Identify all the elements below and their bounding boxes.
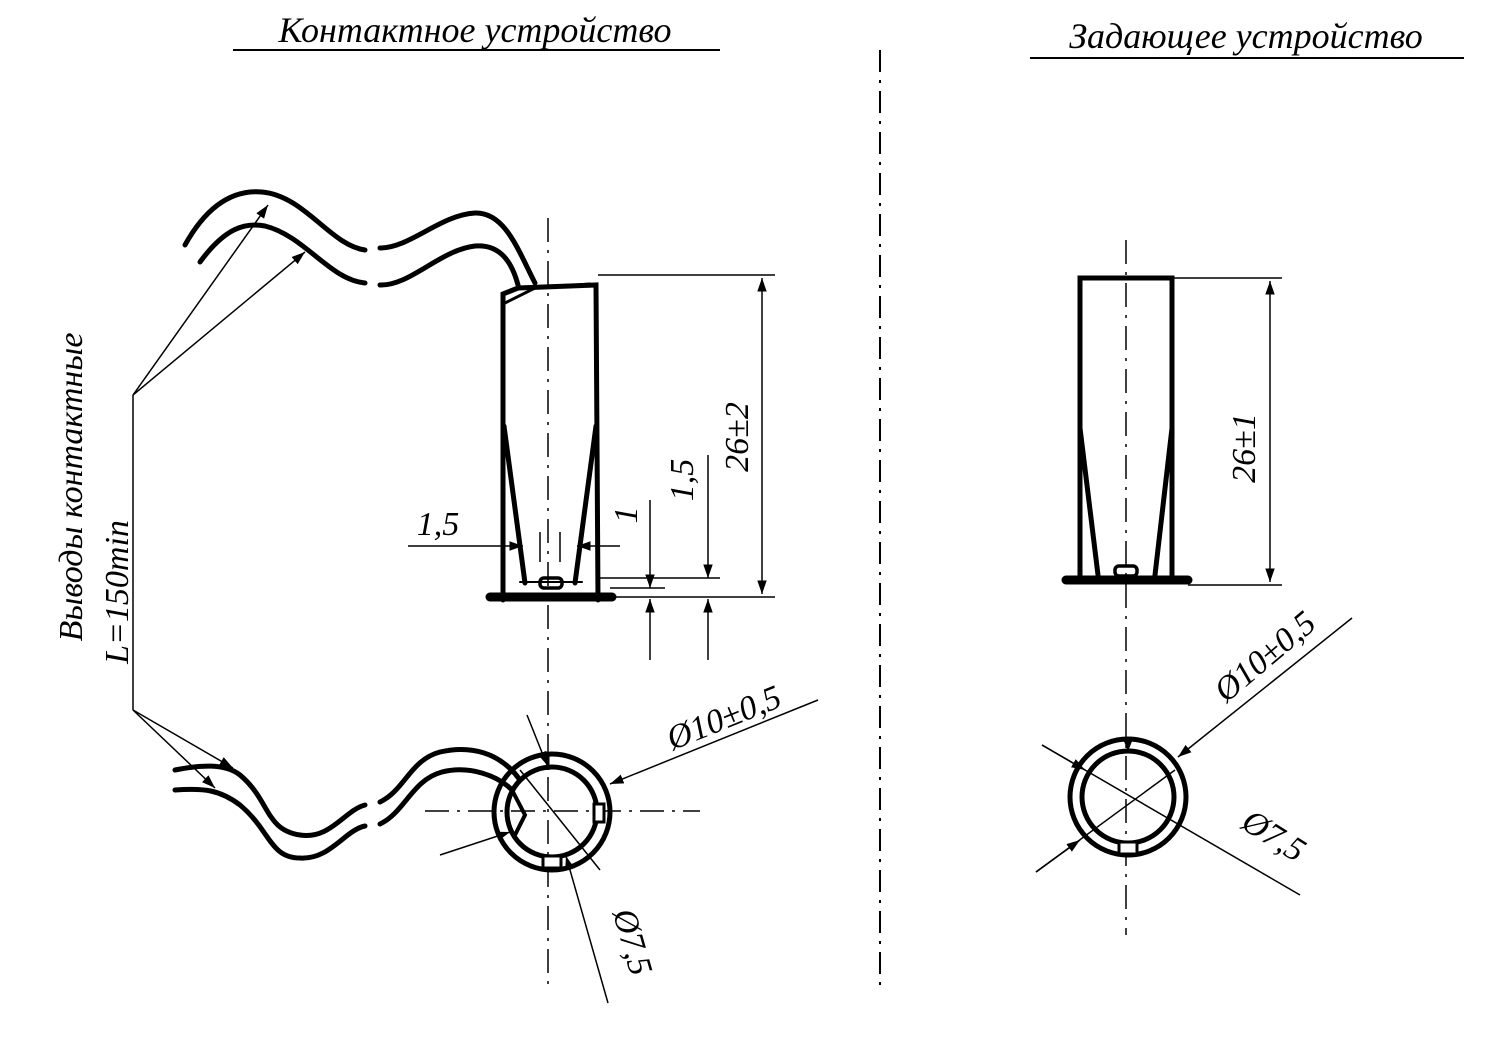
left-dim-1-5-vertical: 1,5 [664,459,701,502]
contact-leads [172,189,538,861]
master-device: 26±1 Ø10±0,5 Ø7,5 [1035,240,1353,935]
right-height-dimension: 26±1 [1226,413,1263,483]
left-outer-diameter: Ø10±0,5 [661,679,787,759]
svg-text:Контактное устройство: Контактное устройство [277,10,671,50]
leads-label: Выводы контактные L=150min [53,333,136,665]
left-dim-1-5-horizontal: 1,5 [417,506,460,543]
master-device-side-view [1061,275,1193,585]
left-dim-1: 1 [608,507,645,524]
right-title: Задающее устройство [1030,16,1464,59]
right-outer-diameter: Ø10±0,5 [1207,604,1323,710]
left-dimension-lines [408,274,775,660]
contact-device-side-view [485,282,617,603]
svg-text:L=150min: L=150min [99,520,136,665]
svg-text:Задающее устройство: Задающее устройство [1069,16,1423,56]
left-inner-diameter: Ø7,5 [605,904,659,980]
right-dimension-lines [1035,277,1353,896]
leads-leader [132,204,306,789]
right-inner-diameter: Ø7,5 [1234,802,1311,869]
left-diameter-leaders [439,699,819,1004]
contact-device-top-view [491,751,613,873]
svg-text:Выводы контактные: Выводы контактные [53,333,90,642]
left-height-dimension: 26±2 [719,402,756,472]
contact-device: 26±2 1,5 1 1,5 Ø10±0,5 Ø7,5 [132,189,819,1004]
left-title: Контактное устройство [233,10,720,51]
master-device-top-view [1067,736,1189,858]
